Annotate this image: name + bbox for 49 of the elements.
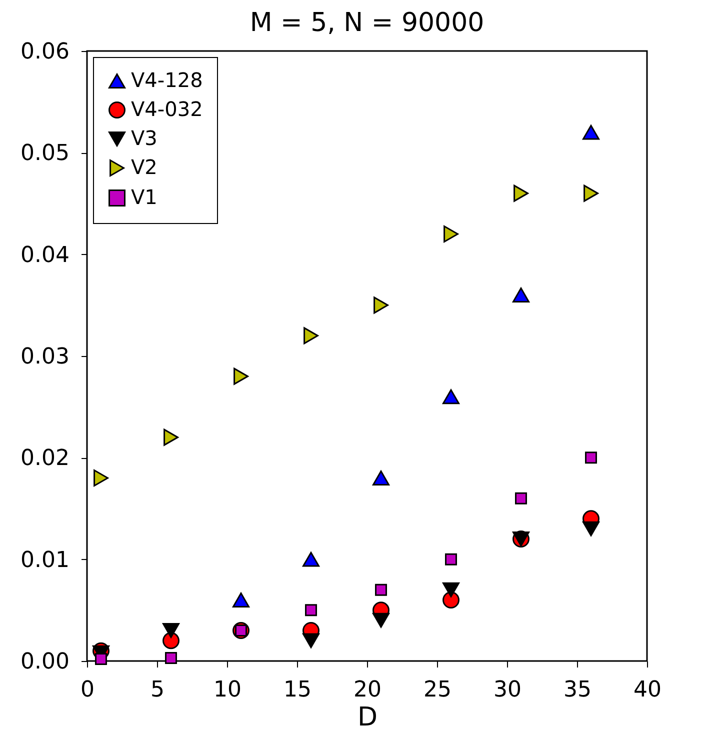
legend-label: V2 <box>131 155 158 179</box>
legend-label: V4-128 <box>131 68 203 92</box>
point <box>444 226 458 242</box>
point <box>514 184 528 202</box>
point <box>302 633 320 648</box>
point <box>95 652 107 665</box>
point <box>94 470 108 486</box>
point <box>305 604 317 616</box>
point <box>302 552 320 567</box>
x-tick-label: 0 <box>80 678 94 702</box>
chart-title: M = 5, N = 90000 <box>250 8 484 38</box>
y-tick-label: 0.01 <box>20 548 70 573</box>
y-tick-label: 0.00 <box>20 650 70 674</box>
y-tick-label: 0.03 <box>20 344 70 370</box>
point <box>445 553 457 566</box>
point <box>372 470 390 486</box>
point <box>584 184 598 202</box>
y-tick-label: 0.04 <box>20 242 70 268</box>
point <box>232 592 250 608</box>
legend-label: V4-032 <box>131 97 203 121</box>
x-tick-label: 5 <box>150 678 164 702</box>
point <box>234 368 248 385</box>
x-tick-label: 35 <box>564 678 592 702</box>
point <box>442 582 460 598</box>
point <box>304 327 318 344</box>
point <box>165 652 177 664</box>
x-axis-title: D <box>357 702 378 732</box>
x-tick-label: 40 <box>634 678 662 702</box>
point <box>162 623 180 638</box>
point <box>372 612 390 628</box>
x-tick-label: 30 <box>494 678 522 702</box>
point <box>164 428 178 446</box>
point <box>515 492 527 504</box>
y-tick-label: 0.05 <box>20 141 70 166</box>
point <box>585 452 597 464</box>
x-tick-label: 25 <box>424 678 452 702</box>
y-tick-label: 0.06 <box>20 40 70 64</box>
x-tick-label: 20 <box>354 678 382 702</box>
point <box>375 584 387 596</box>
point <box>374 296 388 314</box>
x-tick-label: 15 <box>284 678 312 702</box>
point <box>582 124 600 140</box>
point <box>442 389 460 404</box>
x-tick-label: 10 <box>214 678 242 702</box>
point <box>512 288 530 302</box>
legend-label: V3 <box>131 126 158 150</box>
y-tick-label: 0.02 <box>20 446 70 472</box>
point <box>582 521 600 536</box>
legend-label: V1 <box>131 185 158 209</box>
